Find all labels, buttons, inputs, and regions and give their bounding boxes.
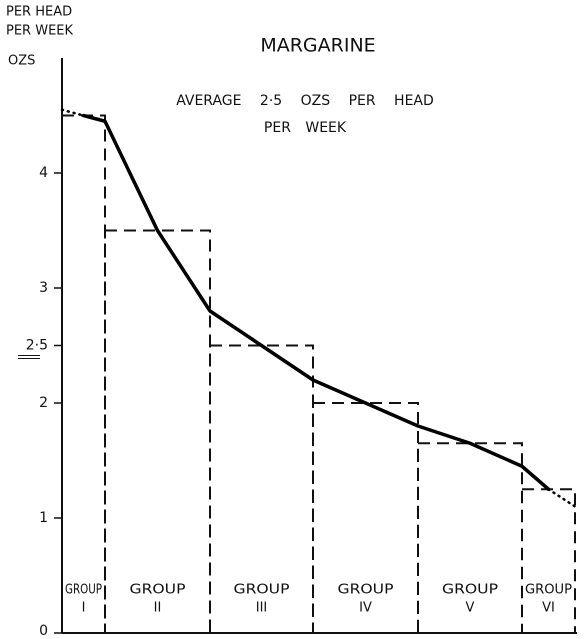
- y-label-line: PER WEEK: [6, 24, 74, 39]
- y-tick-label: 2: [39, 395, 48, 411]
- curve-dotted: [547, 488, 577, 508]
- y-tick-label: 1: [39, 510, 48, 526]
- x-tick-label: IV: [359, 601, 372, 616]
- x-tick-label: GROUP: [442, 583, 498, 598]
- chart-title: MARGARINE: [260, 35, 375, 57]
- y-tick-label: 0: [39, 623, 48, 639]
- x-tick-label: III: [256, 601, 268, 616]
- bar: [209, 344, 314, 634]
- y-tick-label: 3: [39, 280, 48, 296]
- x-tick-label: GROUP: [338, 583, 394, 598]
- bar: [312, 402, 419, 634]
- y-label-line: PER HEAD: [6, 5, 72, 20]
- x-tick-label: GROUP: [525, 583, 572, 598]
- annotation-line: PER WEEK: [264, 120, 347, 136]
- curve-dotted: [60, 108, 85, 117]
- y-tick-label: 4: [39, 165, 48, 181]
- y-tick-label: 2·5: [26, 338, 48, 354]
- y-unit: OZS: [8, 54, 35, 69]
- x-tick-label: I: [82, 601, 86, 616]
- x-tick-label: GROUP: [65, 583, 102, 598]
- x-tick-label: VI: [542, 601, 555, 616]
- curve: [81, 113, 551, 491]
- annotation-line: AVERAGE 2·5 OZS PER HEAD: [176, 93, 434, 109]
- x-tick-label: V: [466, 601, 475, 616]
- bar: [104, 229, 211, 634]
- bar: [61, 114, 106, 634]
- x-tick-label: II: [154, 601, 162, 616]
- x-tick-label: GROUP: [130, 583, 186, 598]
- x-tick-label: GROUP: [234, 583, 290, 598]
